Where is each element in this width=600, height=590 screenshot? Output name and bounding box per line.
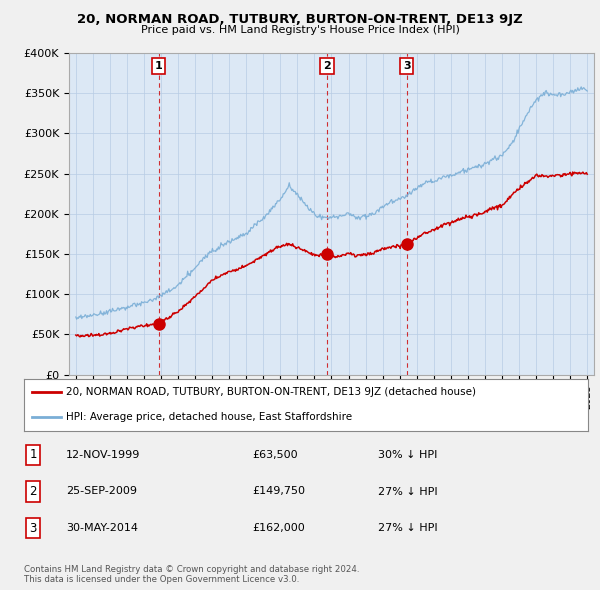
Text: 2: 2 xyxy=(323,61,331,71)
Text: Contains HM Land Registry data © Crown copyright and database right 2024.
This d: Contains HM Land Registry data © Crown c… xyxy=(24,565,359,584)
Text: 30% ↓ HPI: 30% ↓ HPI xyxy=(378,450,437,460)
Text: 30-MAY-2014: 30-MAY-2014 xyxy=(66,523,138,533)
Text: £162,000: £162,000 xyxy=(252,523,305,533)
Text: 3: 3 xyxy=(403,61,410,71)
Text: £63,500: £63,500 xyxy=(252,450,298,460)
Text: HPI: Average price, detached house, East Staffordshire: HPI: Average price, detached house, East… xyxy=(66,412,352,422)
Text: 27% ↓ HPI: 27% ↓ HPI xyxy=(378,487,437,496)
Text: 3: 3 xyxy=(29,522,37,535)
Text: 12-NOV-1999: 12-NOV-1999 xyxy=(66,450,140,460)
Text: 1: 1 xyxy=(29,448,37,461)
Text: £149,750: £149,750 xyxy=(252,487,305,496)
Text: 2: 2 xyxy=(29,485,37,498)
Text: 25-SEP-2009: 25-SEP-2009 xyxy=(66,487,137,496)
Text: Price paid vs. HM Land Registry's House Price Index (HPI): Price paid vs. HM Land Registry's House … xyxy=(140,25,460,35)
Text: 1: 1 xyxy=(155,61,163,71)
Text: 20, NORMAN ROAD, TUTBURY, BURTON-ON-TRENT, DE13 9JZ: 20, NORMAN ROAD, TUTBURY, BURTON-ON-TREN… xyxy=(77,13,523,26)
Text: 27% ↓ HPI: 27% ↓ HPI xyxy=(378,523,437,533)
Text: 20, NORMAN ROAD, TUTBURY, BURTON-ON-TRENT, DE13 9JZ (detached house): 20, NORMAN ROAD, TUTBURY, BURTON-ON-TREN… xyxy=(66,387,476,397)
